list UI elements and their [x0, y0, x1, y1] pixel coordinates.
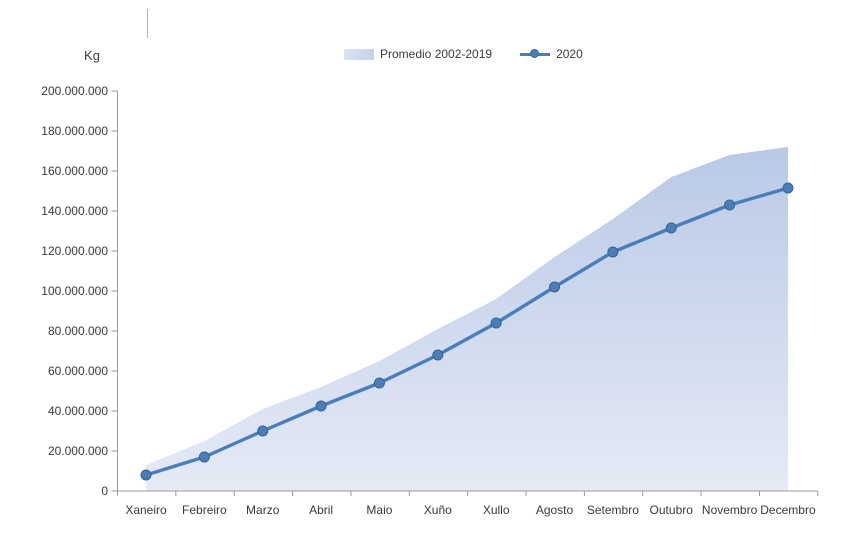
y-axis-tick-label: 120.000.000 [41, 244, 108, 258]
y-axis-tick-label: 20.000.000 [48, 444, 108, 458]
series-2020-line[interactable] [144, 186, 790, 477]
y-axis-tick-label: 60.000.000 [48, 364, 108, 378]
x-axis-label: Marzo [246, 503, 280, 517]
data-point-marker[interactable] [257, 425, 269, 437]
y-axis-tick-label: 100.000.000 [41, 284, 108, 298]
x-axis-label: Xuño [424, 503, 452, 517]
legend-label-2020: 2020 [556, 47, 583, 61]
data-point-marker[interactable] [373, 377, 385, 389]
y-axis-tick-label: 180.000.000 [41, 124, 108, 138]
x-axis-label: Abril [309, 503, 333, 517]
x-axis-label: Outubro [650, 503, 694, 517]
legend-item-2020[interactable]: 2020 [520, 47, 583, 61]
data-point-marker[interactable] [724, 199, 736, 211]
data-point-marker[interactable] [782, 182, 794, 194]
legend-label-promedio: Promedio 2002-2019 [380, 47, 493, 61]
area-swatch-icon [344, 48, 374, 60]
data-point-marker[interactable] [140, 469, 152, 481]
y-axis-tick-label: 200.000.000 [41, 84, 108, 98]
y-axis-tick-label: 0 [101, 484, 108, 498]
chart-legend: Promedio 2002-2019 2020 [344, 47, 583, 61]
data-point-marker[interactable] [665, 222, 677, 234]
line-swatch-icon [520, 49, 551, 59]
y-axis-tick-label: 40.000.000 [48, 404, 108, 418]
x-axis-label: Novembro [702, 503, 758, 517]
data-point-marker[interactable] [607, 246, 619, 258]
x-axis-label: Xullo [483, 503, 510, 517]
data-point-marker[interactable] [432, 349, 444, 361]
legend-item-promedio[interactable]: Promedio 2002-2019 [344, 47, 492, 61]
y-axis-tick-label: 160.000.000 [41, 164, 108, 178]
x-axis-label: Xaneiro [125, 503, 167, 517]
x-axis-label: Febreiro [182, 503, 227, 517]
x-axis-label: Agosto [536, 503, 574, 517]
y-axis-tick-label: 140.000.000 [41, 204, 108, 218]
y-axis-title: Kg [84, 48, 100, 63]
x-axis-label: Decembro [760, 503, 816, 517]
data-point-marker[interactable] [490, 317, 502, 329]
data-point-marker[interactable] [549, 281, 561, 293]
x-axis-label: Maio [366, 503, 392, 517]
promedio-area-series[interactable] [146, 147, 788, 491]
data-point-marker[interactable] [198, 451, 210, 463]
x-axis-label: Setembro [587, 503, 639, 517]
y-axis-tick-label: 80.000.000 [48, 324, 108, 338]
data-point-marker[interactable] [315, 400, 327, 412]
